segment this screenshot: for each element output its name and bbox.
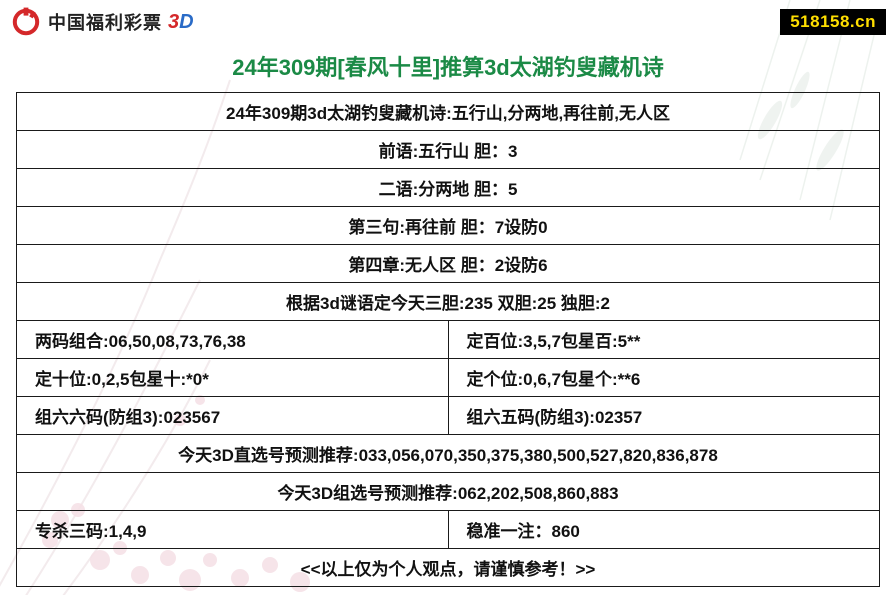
row-line4: 第四章:无人区 胆：2设防6 [17,245,880,283]
row-group6-left: 组六六码(防组3):023567 [17,397,449,435]
row-kill-right: 稳准一注：860 [448,511,880,549]
row-line1: 前语:五行山 胆：3 [17,131,880,169]
prediction-table: 24年309期3d太湖钓叟藏机诗:五行山,分两地,再往前,无人区 前语:五行山 … [0,92,896,597]
header: 中国福利彩票 3D 518158.cn [0,0,896,42]
row-direct: 今天3D直选号预测推荐:033,056,070,350,375,380,500,… [17,435,880,473]
page-title: 24年309期[春风十里]推算3d太湖钓叟藏机诗 [0,42,896,92]
logo-3d: 3D [168,11,194,34]
row-combo-right: 定百位:3,5,7包星百:5** [448,321,880,359]
row-group6-right: 组六五码(防组3):02357 [448,397,880,435]
row-poem: 24年309期3d太湖钓叟藏机诗:五行山,分两地,再往前,无人区 [17,93,880,131]
row-combo-left: 两码组合:06,50,08,73,76,38 [17,321,449,359]
row-group: 今天3D组选号预测推荐:062,202,508,860,883 [17,473,880,511]
row-line2: 二语:分两地 胆：5 [17,169,880,207]
row-tens-left: 定十位:0,2,5包星十:*0* [17,359,449,397]
row-line3: 第三句:再往前 胆：7设防0 [17,207,880,245]
row-tens-right: 定个位:0,6,7包星个:**6 [448,359,880,397]
site-badge: 518158.cn [780,9,886,35]
lottery-logo-icon [10,6,42,38]
row-footer: <<以上仅为个人观点，请谨慎参考！>> [17,549,880,587]
logo-group: 中国福利彩票 3D [10,6,194,38]
logo-text: 中国福利彩票 [48,9,162,35]
row-dan: 根据3d谜语定今天三胆:235 双胆:25 独胆:2 [17,283,880,321]
row-kill-left: 专杀三码:1,4,9 [17,511,449,549]
